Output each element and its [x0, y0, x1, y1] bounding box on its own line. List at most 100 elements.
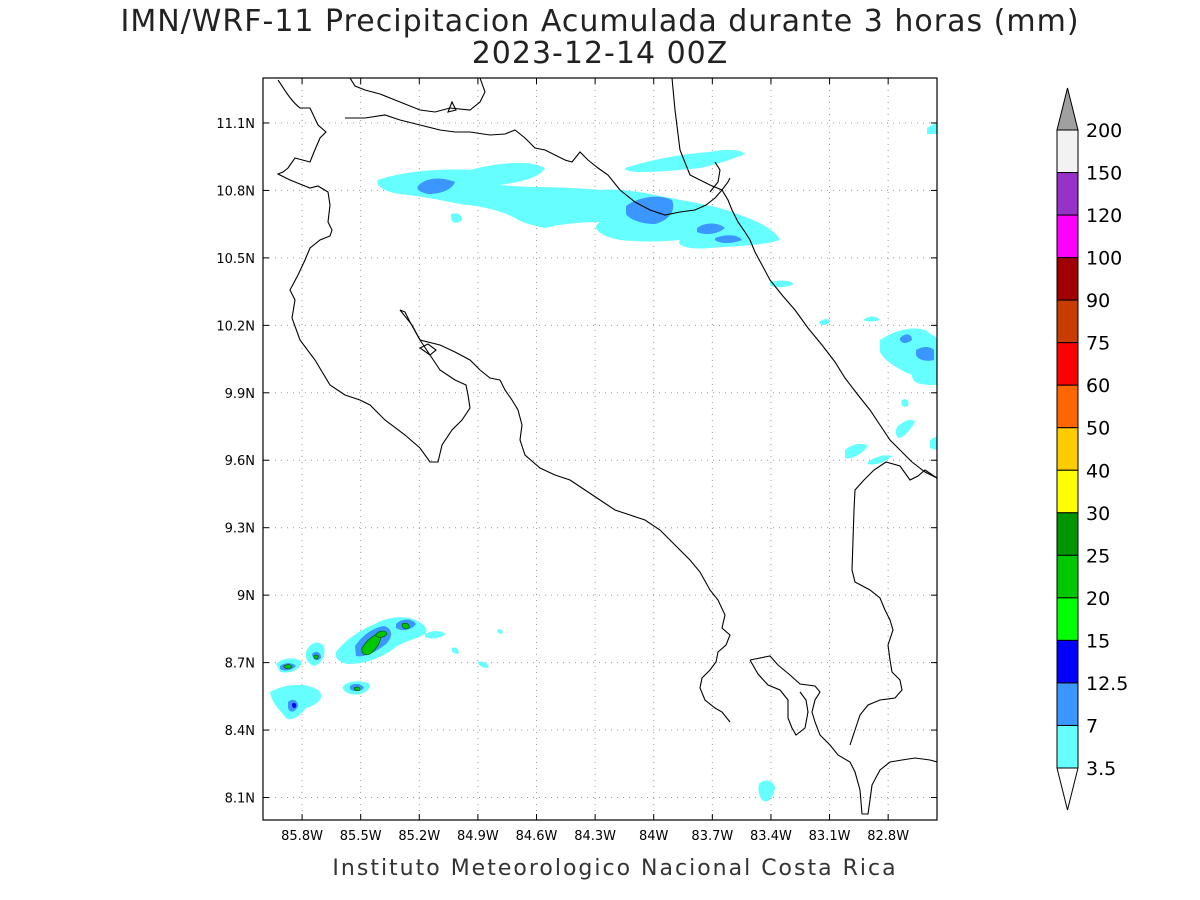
osa-peninsula-coast: [749, 655, 863, 815]
lon-tick-label: 83.7W: [691, 829, 733, 844]
pacific-coast: [499, 379, 731, 723]
lon-tick-label: 84W: [639, 829, 669, 844]
precip-blob: [927, 122, 937, 134]
colorbar-label: 90: [1086, 290, 1110, 312]
colorbar-swatch: [1056, 512, 1079, 556]
precip-blob: [497, 629, 503, 634]
burica-coast: [862, 757, 937, 815]
precip-blob: [401, 622, 410, 630]
lat-tick-label: 8.1N: [225, 792, 255, 807]
precip-blob: [715, 235, 742, 243]
colorbar-swatch: [1056, 554, 1079, 599]
chira-island: [418, 343, 437, 356]
precip-blob: [417, 178, 455, 194]
colorbar: 200 150 120 100 90 75 60 50 40 30 25 20 15 12.5 7 3.5: [1056, 87, 1128, 811]
nicoya-gulf-coast: [399, 309, 501, 381]
colorbar-swatch: [1056, 129, 1079, 174]
lon-tick-label: 84.6W: [516, 829, 558, 844]
golfo-dulce-coast: [749, 659, 809, 736]
footer-credit: Instituto Meteorologico Nacional Costa R…: [332, 856, 898, 881]
lon-tick-label: 85.5W: [340, 829, 382, 844]
colorbar-swatch: [1056, 724, 1079, 769]
lat-tick-label: 9.9N: [225, 387, 255, 402]
lon-tick-label: 82.8W: [867, 829, 909, 844]
lon-tick-label: 83.4W: [750, 829, 792, 844]
colorbar-swatch: [1056, 384, 1079, 429]
colorbar-swatch: [1056, 639, 1079, 684]
lon-tick-label: 83.1W: [809, 829, 851, 844]
map-title: IMN/WRF-11 Precipitacion Acumulada duran…: [120, 4, 1080, 39]
colorbar-swatch: [1056, 214, 1079, 259]
lat-tick-label: 8.7N: [225, 657, 255, 672]
precip-blob: [478, 661, 489, 668]
colorbar-swatch: [1056, 257, 1079, 301]
precip-blob: [863, 316, 880, 322]
lat-tick-label: 9.3N: [225, 522, 255, 537]
colorbar-swatch: [1056, 469, 1079, 514]
precip-blob: [292, 703, 297, 708]
precip-blob: [697, 223, 725, 235]
colorbar-label: 40: [1086, 460, 1110, 482]
colorbar-swatch: [1056, 342, 1079, 386]
nicaragua-border: [345, 114, 731, 216]
precip-blob: [375, 630, 388, 638]
precip-blob: [361, 633, 381, 656]
upper-nicaragua-coast: [349, 78, 486, 113]
lat-tick-label: 9N: [237, 589, 255, 604]
colorbar-label: 7: [1086, 715, 1098, 737]
lat-tick-label: 10.5N: [216, 252, 255, 267]
colorbar-bottom-arrow: [1056, 767, 1079, 811]
colorbar-swatch: [1056, 299, 1079, 344]
precip-blob: [916, 347, 934, 361]
precip-blob: [819, 319, 830, 325]
precip-blob: [451, 213, 462, 223]
precip-blob: [868, 455, 892, 465]
colorbar-label: 60: [1086, 375, 1110, 397]
lat-tick-label: 10.2N: [216, 319, 255, 334]
colorbar-label: 120: [1086, 205, 1122, 227]
map-date: 2023-12-14 00Z: [471, 36, 729, 71]
colorbar-label: 12.5: [1086, 673, 1128, 695]
colorbar-swatch: [1056, 597, 1079, 641]
precip-blob: [283, 664, 293, 669]
colorbar-label: 200: [1086, 120, 1122, 142]
lon-tick-label: 85.2W: [398, 829, 440, 844]
precip-blob: [900, 334, 912, 343]
colorbar-swatch: [1056, 427, 1079, 471]
map-frame: [262, 77, 938, 821]
san-juan-river: [709, 161, 721, 193]
colorbar-label: 20: [1086, 588, 1110, 610]
lat-tick-label: 11.1N: [216, 117, 255, 132]
lon-tick-label: 84.3W: [574, 829, 616, 844]
colorbar-label: 100: [1086, 248, 1122, 270]
map-axes: 85.8W 85.5W 85.2W 84.9W 84.6W 84.3W 84W 83.7W 83…: [216, 78, 937, 844]
lon-tick-label: 84.9W: [457, 829, 499, 844]
nicaragua-coast: [276, 79, 471, 463]
precip-blob: [880, 328, 937, 385]
colorbar-label: 3.5: [1086, 758, 1116, 780]
colorbar-label: 15: [1086, 630, 1110, 652]
precip-blob: [901, 399, 909, 407]
precip-blob: [845, 443, 868, 459]
colorbar-label: 75: [1086, 333, 1110, 355]
lat-tick-label: 8.4N: [225, 724, 255, 739]
lat-tick-label: 9.6N: [225, 454, 255, 469]
colorbar-label: 25: [1086, 545, 1110, 567]
colorbar-label: 150: [1086, 163, 1122, 185]
precip-blob: [770, 280, 794, 288]
colorbar-label: 50: [1086, 418, 1110, 440]
precip-blob: [353, 686, 361, 691]
panama-border: [849, 461, 937, 746]
precip-blob: [425, 631, 446, 639]
precip-blob: [451, 647, 459, 654]
nicaragua-lake-island: [447, 100, 457, 113]
colorbar-top-arrow: [1056, 87, 1079, 131]
lat-tick-label: 10.8N: [216, 184, 255, 199]
colorbar-label: 30: [1086, 503, 1110, 525]
precip-blob: [313, 654, 319, 660]
colorbar-swatch: [1056, 172, 1079, 216]
colorbar-swatch: [1056, 682, 1079, 726]
precip-blob: [539, 197, 590, 214]
coastline-borders: [276, 78, 937, 815]
